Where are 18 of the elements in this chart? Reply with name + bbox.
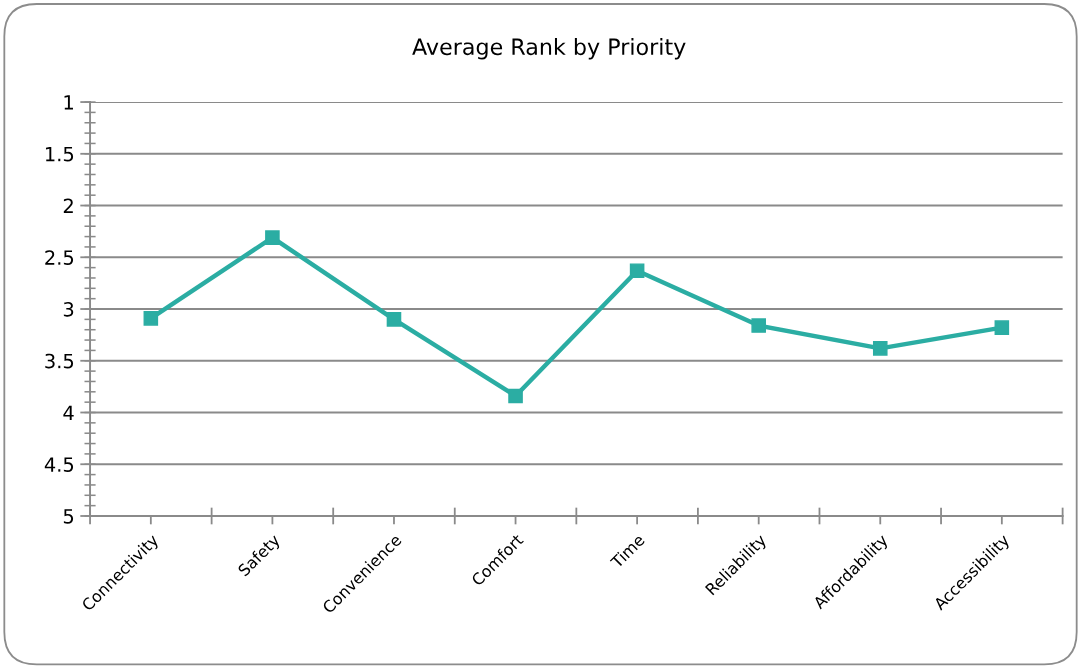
y-tick-label: 3.5 — [45, 353, 74, 369]
y-tick-label: 3 — [63, 301, 74, 317]
point — [872, 341, 888, 356]
point — [386, 312, 402, 327]
y-tick-label: 5 — [63, 509, 74, 524]
point — [994, 320, 1010, 335]
point — [508, 388, 523, 404]
y-tick-label: 1 — [64, 95, 73, 110]
point — [143, 311, 159, 326]
y-tick-label: 4.5 — [44, 457, 74, 472]
point — [265, 230, 280, 245]
point — [629, 263, 645, 279]
chart-title: Average Rank by Priority — [412, 37, 686, 60]
y-tick-label: 2 — [63, 198, 73, 213]
y-tick-label: 4 — [63, 405, 74, 420]
point — [751, 318, 766, 333]
y-tick-label: 2.5 — [45, 250, 74, 265]
y-tick-label: 1.5 — [45, 147, 74, 162]
